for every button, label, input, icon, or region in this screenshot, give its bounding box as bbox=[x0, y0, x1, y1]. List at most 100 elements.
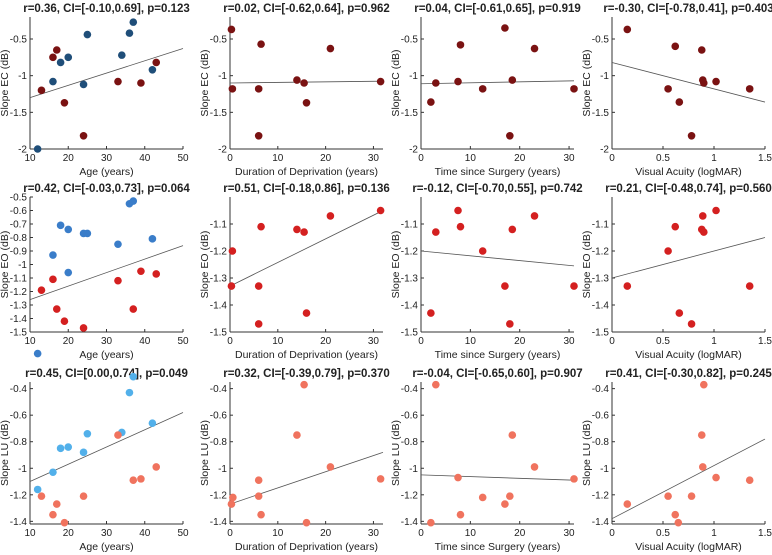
y-tick-label: -1.5 bbox=[592, 328, 610, 339]
x-tick-label: 0.5 bbox=[656, 528, 670, 539]
data-point bbox=[52, 305, 61, 313]
data-point bbox=[79, 324, 88, 332]
y-axis-label: Slope LU (dB) bbox=[199, 420, 211, 486]
data-point bbox=[129, 197, 138, 205]
y-tick-label: -1.5 bbox=[210, 108, 228, 119]
y-tick-label: -0.6 bbox=[210, 411, 228, 422]
data-point bbox=[456, 510, 465, 519]
data-point bbox=[129, 476, 138, 485]
y-tick-label: -2 bbox=[18, 145, 27, 156]
data-point bbox=[49, 53, 57, 62]
y-tick-label: -2 bbox=[218, 145, 227, 156]
x-axis-label: Age (years) bbox=[79, 349, 133, 361]
data-point bbox=[227, 282, 236, 290]
x-tick-label: 0 bbox=[227, 153, 233, 164]
y-tick-label: -0.5 bbox=[10, 193, 28, 204]
data-point bbox=[712, 206, 720, 215]
data-point bbox=[427, 98, 435, 106]
data-point bbox=[64, 443, 73, 451]
fit-line bbox=[611, 62, 766, 103]
x-tick-label: 50 bbox=[177, 528, 189, 539]
panel-title: r=0.04, CI=[-0.61,0.65], p=0.919 bbox=[414, 3, 581, 15]
data-point bbox=[530, 463, 539, 471]
data-point bbox=[137, 475, 145, 483]
panel-2: 0 10 20 30 -2 -1.5 -1 -0.5 r=0.04, CI=[-0.61,0.6… bbox=[390, 3, 581, 178]
y-tick-label: -1.5 bbox=[10, 328, 28, 339]
x-tick-label: 1.5 bbox=[758, 528, 772, 539]
data-point bbox=[745, 282, 754, 290]
data-point bbox=[60, 317, 69, 326]
y-axis-label: Slope LU (dB) bbox=[0, 420, 11, 486]
panel-10: 0 10 20 30 -1.4 -1.2 -1 -0.8 -0.6 -0.4 r=-0.04, CI… bbox=[390, 368, 583, 553]
panel-0: 10 20 30 40 50 -2 -1.5 -1 -0.5 r=0.36, CI=[-0.10,… bbox=[0, 3, 190, 178]
data-point bbox=[570, 282, 578, 290]
data-point bbox=[376, 206, 385, 215]
x-tick-label: 30 bbox=[368, 528, 380, 539]
data-point bbox=[37, 86, 46, 95]
y-tick-label: -0.4 bbox=[401, 384, 419, 395]
data-point bbox=[302, 99, 311, 107]
x-tick-label: 1.5 bbox=[758, 336, 772, 347]
fit-line bbox=[29, 48, 184, 99]
y-tick-label: -1.3 bbox=[592, 274, 610, 285]
x-tick-label: 20 bbox=[63, 528, 75, 539]
x-tick-label: 30 bbox=[564, 336, 576, 347]
x-tick-label: 10 bbox=[272, 336, 284, 347]
data-point bbox=[79, 80, 88, 89]
data-point bbox=[148, 235, 157, 243]
y-tick-label: -1 bbox=[218, 71, 227, 82]
x-tick-label: 20 bbox=[320, 528, 332, 539]
data-point bbox=[125, 388, 134, 397]
x-tick-label: 0 bbox=[227, 528, 233, 539]
y-tick-label: -1.5 bbox=[10, 108, 28, 119]
data-point bbox=[56, 444, 65, 453]
data-point bbox=[60, 99, 69, 107]
y-tick-label: -1.2 bbox=[210, 247, 228, 258]
x-tick-label: 30 bbox=[101, 528, 113, 539]
panel-8: 10 20 30 40 50 -1.4 -1.2 -1 -0.8 -0.6 -0.4 r=0.45, … bbox=[0, 368, 189, 553]
panel-5: 0 10 20 30 -1.5 -1.4 -1.3 -1.2 -1.1 r=0.51, CI=[-… bbox=[199, 183, 390, 361]
data-point bbox=[508, 76, 517, 84]
data-point bbox=[570, 475, 578, 483]
y-tick-label: -0.8 bbox=[401, 437, 419, 448]
data-point bbox=[83, 229, 92, 238]
panel-title: r=-0.12, CI=[-0.70,0.55], p=0.742 bbox=[412, 183, 582, 195]
fit-line bbox=[420, 80, 575, 85]
data-point bbox=[125, 29, 134, 37]
y-tick-label: -1.2 bbox=[592, 247, 610, 258]
y-tick-label: -1.4 bbox=[10, 314, 28, 325]
y-tick-label: -1 bbox=[409, 71, 418, 82]
x-tick-label: 0 bbox=[609, 336, 615, 347]
data-point bbox=[671, 510, 680, 519]
x-tick-label: 20 bbox=[320, 336, 332, 347]
data-point bbox=[137, 267, 145, 276]
data-point bbox=[697, 46, 706, 54]
data-point bbox=[432, 380, 440, 389]
y-tick-label: -0.7 bbox=[10, 220, 28, 231]
x-tick-label: 1 bbox=[711, 153, 717, 164]
data-point bbox=[302, 518, 311, 527]
y-tick-label: -1.4 bbox=[592, 517, 610, 528]
data-point bbox=[83, 429, 92, 438]
data-point bbox=[501, 500, 509, 508]
data-point bbox=[254, 476, 263, 485]
data-point bbox=[300, 79, 308, 87]
y-axis-label: Slope EO (dB) bbox=[390, 231, 402, 299]
x-tick-label: 20 bbox=[514, 336, 526, 347]
panel-title: r=-0.04, CI=[-0.65,0.60], p=0.907 bbox=[412, 368, 582, 380]
y-axis-label: Slope EC (dB) bbox=[581, 49, 593, 116]
data-point bbox=[712, 473, 720, 482]
data-point bbox=[33, 349, 42, 358]
x-tick-label: 10 bbox=[24, 336, 36, 347]
data-point bbox=[60, 518, 69, 527]
data-point bbox=[129, 372, 138, 381]
x-tick-label: 0 bbox=[418, 153, 424, 164]
panel-4: 10 20 30 40 50 -1.5 -1.4 -1.3 -1.2 -1.1 -1 -0.9 -0.8… bbox=[0, 183, 190, 361]
y-tick-label: -0.4 bbox=[210, 384, 228, 395]
data-point bbox=[623, 500, 632, 508]
y-tick-label: -1.2 bbox=[10, 490, 28, 501]
x-axis-label: Duration of Deprivation (years) bbox=[235, 541, 378, 553]
x-axis-label: Age (years) bbox=[79, 166, 133, 178]
x-tick-label: 50 bbox=[177, 153, 189, 164]
data-point bbox=[456, 222, 465, 231]
